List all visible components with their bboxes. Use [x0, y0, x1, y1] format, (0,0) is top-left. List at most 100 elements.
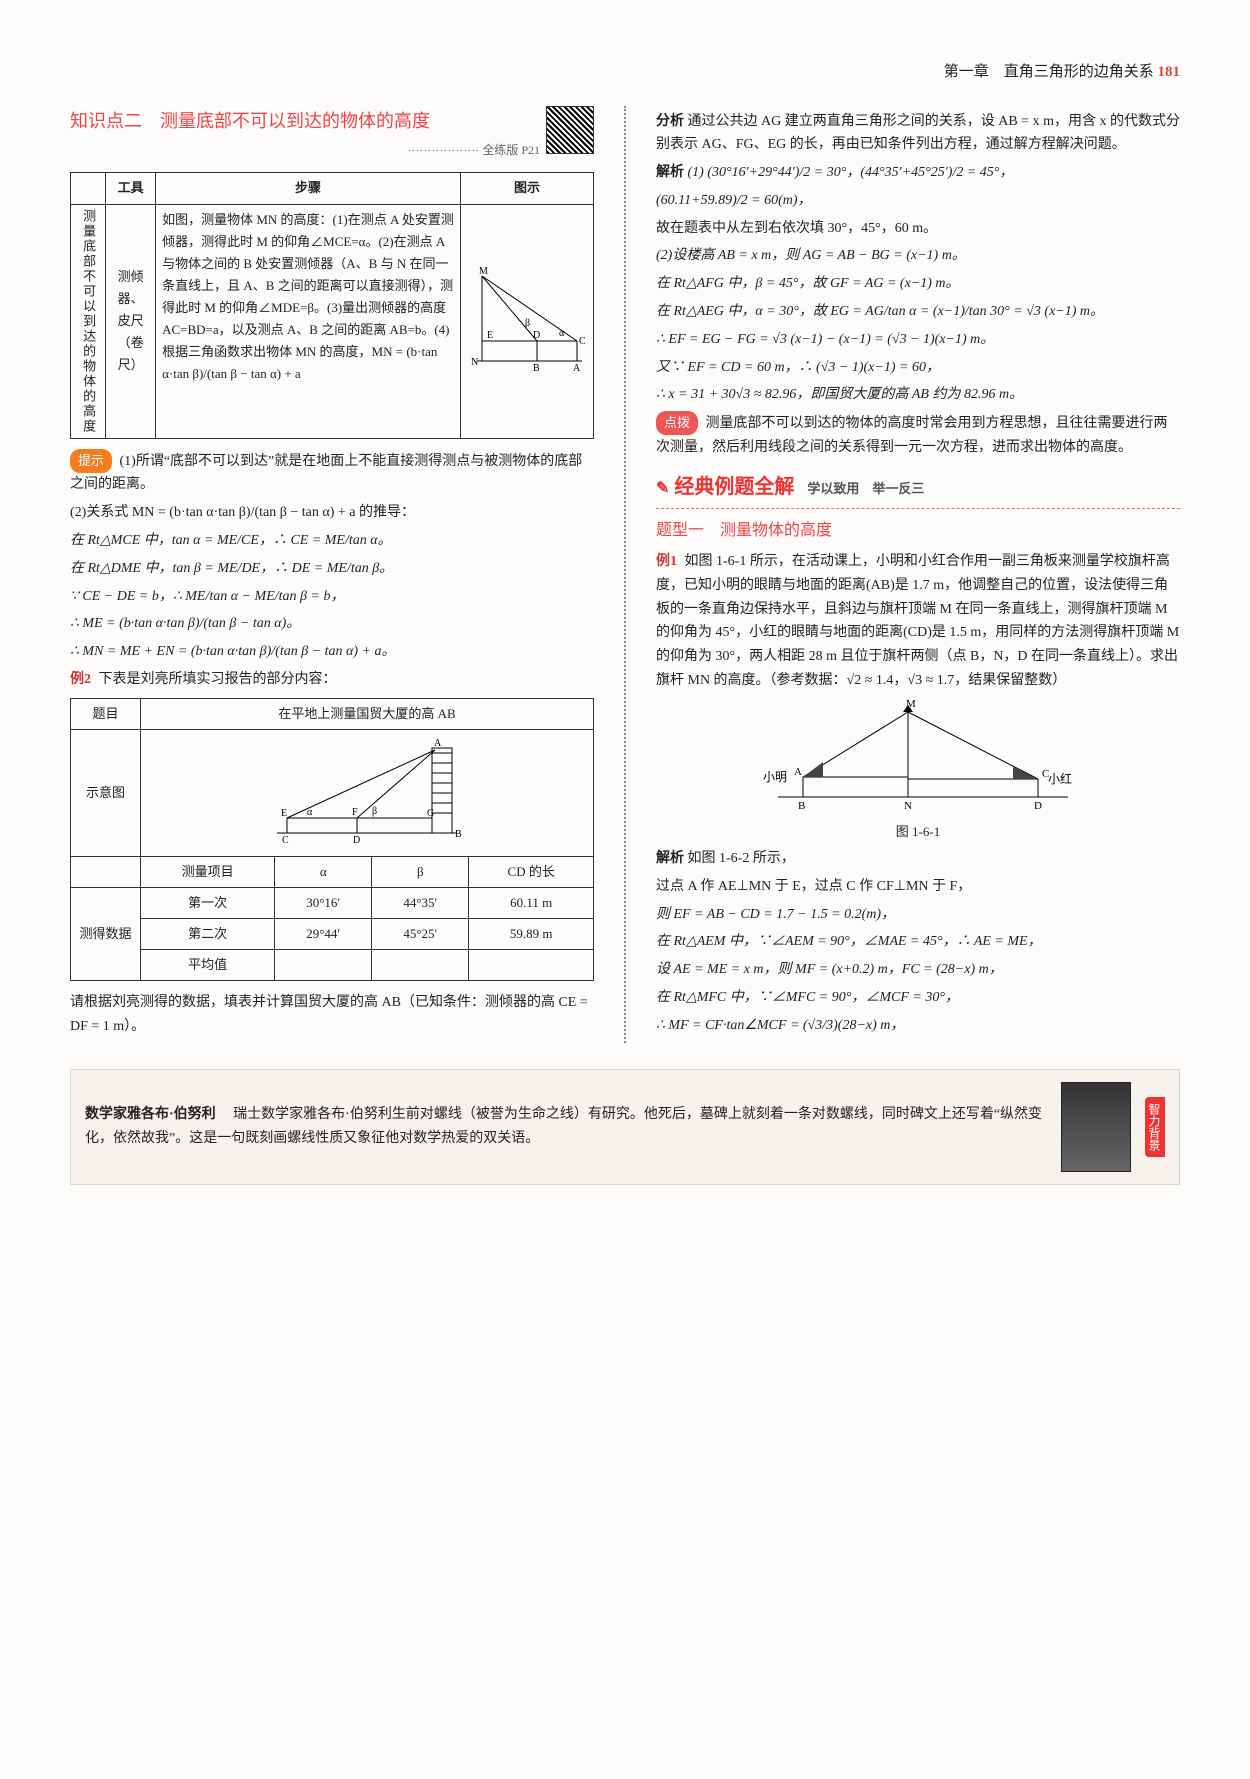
- right-column: 分析 通过公共边 AG 建立两直角三角形之间的关系，设 AB = x m，用含 …: [656, 106, 1180, 1043]
- analysis: 分析 通过公共边 AG 建立两直角三角形之间的关系，设 AB = x m，用含 …: [656, 110, 1180, 158]
- rt-d11: 29°44′: [275, 919, 372, 950]
- report-svg: A B E F G C D α β: [257, 738, 477, 848]
- page-header: 第一章 直角三角形的边角关系 181: [70, 60, 1180, 86]
- rt-d12: 45°25′: [372, 919, 469, 950]
- solve-head: 解析 (1) (30°16′+29°44′)/2 = 30°，(44°35′+4…: [656, 161, 1180, 185]
- rt-d10: 第二次: [141, 919, 275, 950]
- steps-text: 如图，测量物体 MN 的高度：(1)在测点 A 处安置测倾器，测得此时 M 的仰…: [162, 212, 454, 382]
- method-table: 工具 步骤 图示 测量底部不可以到达的物体的高度 测倾器、皮尺（卷尺） 如图，测…: [70, 172, 594, 438]
- derive-2: 在 Rt△DME 中，tan β = ME/DE，∴ DE = ME/tan β…: [70, 557, 594, 581]
- svg-text:M: M: [479, 266, 488, 277]
- rt-d01: 30°16′: [275, 887, 372, 918]
- derive-4: ∴ ME = (b·tan α·tan β)/(tan β − tan α)。: [70, 612, 594, 636]
- svg-text:D: D: [533, 330, 540, 341]
- rt-r2c1: 示意图: [71, 729, 141, 856]
- example1-label: 例1: [656, 554, 677, 569]
- tip-label: 提示: [70, 449, 112, 473]
- footer-title: 数学家雅各布·伯努利: [85, 1107, 216, 1122]
- hint-label: 点拨: [656, 411, 698, 435]
- rt-d03: 60.11 m: [469, 887, 594, 918]
- ref-text: 全练版 P21: [482, 143, 540, 157]
- cell-steps: 如图，测量物体 MN 的高度：(1)在测点 A 处安置测倾器，测得此时 M 的仰…: [156, 204, 461, 438]
- tip-body-1: (1)所谓“底部不可以到达”就是在地面上不能直接测得测点与被测物体的底部之间的距…: [70, 454, 582, 493]
- page-number: 181: [1158, 64, 1181, 80]
- solve2-7: ∴ MF = CF·tan∠MCF = (√3/3)(28−x) m，: [656, 1014, 1180, 1038]
- svg-text:A: A: [794, 766, 802, 778]
- type-title: 题型一 测量物体的高度: [656, 517, 1180, 544]
- th-diagram: 图示: [461, 173, 594, 204]
- main-columns: 知识点二 测量底部不可以到达的物体的高度 ·················· …: [70, 106, 1180, 1043]
- jd-sub: 学以致用 举一反三: [807, 481, 924, 496]
- report-table: 题目 在平地上测量国贸大厦的高 AB 示意图: [70, 698, 594, 981]
- rt-d13: 59.89 m: [469, 919, 594, 950]
- rt-d02: 44°35′: [372, 887, 469, 918]
- svg-text:B: B: [455, 829, 462, 840]
- footer-body: 瑞士数学家雅各布·伯努利生前对螺线（被誉为生命之线）有研究。他死后，墓碑上就刻着…: [85, 1107, 1042, 1146]
- svg-text:A: A: [573, 363, 581, 374]
- rt-h3: β: [372, 856, 469, 887]
- solve-label: 解析: [656, 165, 684, 180]
- rt-d-label: 测得数据: [71, 887, 141, 980]
- th-tools: 工具: [106, 173, 156, 204]
- solve2-2: 过点 A 作 AE⊥MN 于 E，过点 C 作 CF⊥MN 于 F，: [656, 875, 1180, 899]
- section-dash: [656, 508, 1180, 509]
- hint-body: 测量底部不可以到达的物体的高度时常会用到方程思想，且往往需要进行两次测量，然后利…: [656, 416, 1168, 455]
- example2-label: 例2: [70, 672, 91, 687]
- rt-d00: 第一次: [141, 887, 275, 918]
- solve-8: 又∵ EF = CD = 60 m，∴ (√3 − 1)(x−1) = 60，: [656, 356, 1180, 380]
- derive-5: ∴ MN = ME + EN = (b·tan α·tan β)/(tan β …: [70, 640, 594, 664]
- rt-d23: [469, 950, 594, 981]
- svg-text:B: B: [533, 363, 540, 374]
- example1: 例1 如图 1-6-1 所示，在活动课上，小明和小红合作用一副三角板来测量学校旗…: [656, 550, 1180, 693]
- footer-trivia: 数学家雅各布·伯努利 瑞士数学家雅各布·伯努利生前对螺线（被誉为生命之线）有研究…: [70, 1069, 1180, 1185]
- rt-d22: [372, 950, 469, 981]
- solve2-5: 设 AE = ME = x m，则 MF = (x+0.2) m，FC = (2…: [656, 958, 1180, 982]
- svg-text:β: β: [525, 318, 530, 329]
- svg-text:N: N: [471, 357, 478, 368]
- solve-1: (1) (30°16′+29°44′)/2 = 30°，(44°35′+45°2…: [688, 165, 1014, 180]
- knowledge-point-ref: ·················· 全练版 P21: [70, 140, 594, 160]
- svg-text:A: A: [434, 738, 442, 749]
- row-label: 测量底部不可以到达的物体的高度: [71, 204, 106, 438]
- svg-text:E: E: [281, 808, 287, 819]
- svg-text:小红: 小红: [1048, 771, 1072, 786]
- solve-7: ∴ EF = EG − FG = √3 (x−1) − (x−1) = (√3 …: [656, 328, 1180, 352]
- derive-3: ∵ CE − DE = b，∴ ME/tan α − ME/tan β = b，: [70, 585, 594, 609]
- jd-title: 经典例题全解: [674, 476, 794, 498]
- cell-tools: 测倾器、皮尺（卷尺）: [106, 204, 156, 438]
- solve2-6: 在 Rt△MFC 中，∵∠MFC = 90°，∠MCF = 30°，: [656, 986, 1180, 1010]
- example2-intro: 例2 下表是刘亮所填实习报告的部分内容：: [70, 668, 594, 692]
- example1-body: 如图 1-6-1 所示，在活动课上，小明和小红合作用一副三角板来测量学校旗杆高度…: [656, 554, 1179, 688]
- qr-code: [546, 106, 594, 154]
- fig-caption: 图 1-6-1: [656, 821, 1180, 843]
- tip-block: 提示 (1)所谓“底部不可以到达”就是在地面上不能直接测得测点与被测物体的底部之…: [70, 449, 594, 498]
- hint-block: 点拨 测量底部不可以到达的物体的高度时常会用到方程思想，且往往需要进行两次测量，…: [656, 411, 1180, 460]
- svg-text:G: G: [427, 808, 434, 819]
- left-column: 知识点二 测量底部不可以到达的物体的高度 ·················· …: [70, 106, 594, 1043]
- side-tag: 智力背景: [1145, 1097, 1165, 1157]
- svg-text:C: C: [282, 835, 289, 846]
- svg-text:F: F: [352, 807, 358, 818]
- solve-2: (60.11+59.89)/2 = 60(m)，: [656, 189, 1180, 213]
- example2-question: 请根据刘亮测得的数据，填表并计算国贸大厦的高 AB（已知条件：测倾器的高 CE …: [70, 991, 594, 1039]
- svg-text:D: D: [353, 835, 360, 846]
- svg-text:α: α: [307, 807, 313, 818]
- derive-1: 在 Rt△MCE 中，tan α = ME/CE，∴ CE = ME/tan α…: [70, 529, 594, 553]
- solve-9: ∴ x = 31 + 30√3 ≈ 82.96，即国贸大厦的高 AB 约为 82…: [656, 383, 1180, 407]
- svg-text:M: M: [906, 698, 916, 710]
- svg-text:E: E: [487, 330, 493, 341]
- solve2-label: 解析: [656, 851, 684, 866]
- svg-text:β: β: [372, 806, 377, 817]
- solve2-3: 则 EF = AB − CD = 1.7 − 1.5 = 0.2(m)，: [656, 903, 1180, 927]
- rt-r1c1: 题目: [71, 698, 141, 729]
- svg-text:C: C: [579, 336, 586, 347]
- solve-4: (2)设楼高 AB = x m，则 AG = AB − BG = (x−1) m…: [656, 244, 1180, 268]
- method-svg: M N B A D C E β α: [467, 266, 587, 376]
- rt-d21: [275, 950, 372, 981]
- svg-text:B: B: [798, 800, 805, 812]
- solve2-4: 在 Rt△AEM 中，∵∠AEM = 90°，∠MAE = 45°，∴ AE =…: [656, 930, 1180, 954]
- solve-3: 故在题表中从左到右依次填 30°，45°，60 m。: [656, 217, 1180, 241]
- rt-h4: CD 的长: [469, 856, 594, 887]
- analysis-label: 分析: [656, 114, 684, 129]
- rt-r1c2: 在平地上测量国贸大厦的高 AB: [141, 698, 594, 729]
